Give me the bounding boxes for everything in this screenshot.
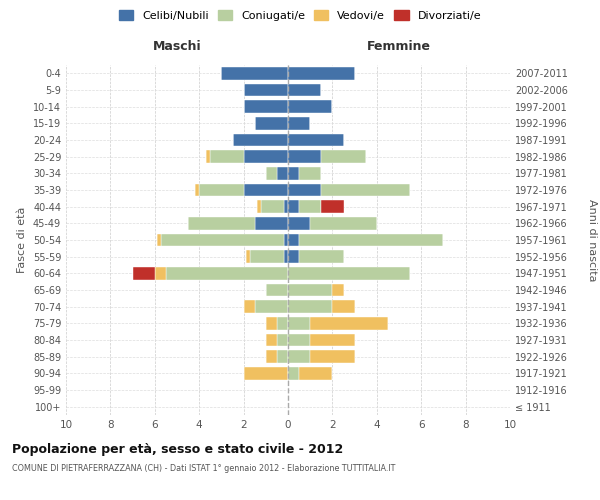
Bar	[266, 317, 277, 330]
Bar	[288, 84, 322, 96]
Bar	[288, 217, 310, 230]
Bar	[155, 267, 166, 280]
Bar	[262, 200, 284, 213]
Bar	[310, 350, 355, 363]
Bar	[188, 217, 254, 230]
Bar	[277, 350, 288, 363]
Bar	[266, 284, 288, 296]
Bar	[310, 334, 355, 346]
Text: Femmine: Femmine	[367, 40, 431, 52]
Bar	[299, 234, 443, 246]
Bar	[332, 300, 355, 313]
Text: Popolazione per età, sesso e stato civile - 2012: Popolazione per età, sesso e stato civil…	[12, 442, 343, 456]
Bar	[288, 100, 332, 113]
Bar	[250, 250, 284, 263]
Bar	[266, 334, 277, 346]
Bar	[244, 84, 288, 96]
Bar	[221, 67, 288, 80]
Bar	[277, 334, 288, 346]
Bar	[310, 217, 377, 230]
Bar	[322, 200, 343, 213]
Bar	[288, 167, 299, 179]
Bar	[288, 250, 299, 263]
Bar	[288, 367, 299, 380]
Bar	[299, 250, 343, 263]
Bar	[288, 350, 310, 363]
Bar	[288, 200, 299, 213]
Bar	[310, 317, 388, 330]
Bar	[206, 150, 210, 163]
Bar	[322, 184, 410, 196]
Bar	[244, 300, 254, 313]
Bar	[288, 150, 322, 163]
Bar	[254, 300, 288, 313]
Bar	[288, 67, 355, 80]
Bar	[288, 184, 322, 196]
Bar	[133, 267, 155, 280]
Bar	[244, 367, 288, 380]
Bar	[246, 250, 250, 263]
Bar	[195, 184, 199, 196]
Y-axis label: Fasce di età: Fasce di età	[17, 207, 27, 273]
Bar	[299, 167, 322, 179]
Bar	[288, 234, 299, 246]
Bar	[288, 117, 310, 130]
Bar	[166, 267, 288, 280]
Bar	[257, 200, 262, 213]
Bar	[284, 200, 288, 213]
Bar	[277, 317, 288, 330]
Bar	[161, 234, 284, 246]
Bar	[284, 250, 288, 263]
Bar	[277, 167, 288, 179]
Bar	[210, 150, 244, 163]
Bar	[244, 150, 288, 163]
Bar	[157, 234, 161, 246]
Bar	[233, 134, 288, 146]
Bar	[299, 200, 322, 213]
Bar	[244, 184, 288, 196]
Bar	[288, 267, 410, 280]
Bar	[288, 134, 343, 146]
Y-axis label: Anni di nascita: Anni di nascita	[587, 198, 597, 281]
Bar	[332, 284, 343, 296]
Bar	[199, 184, 244, 196]
Text: Maschi: Maschi	[152, 40, 202, 52]
Bar	[299, 367, 332, 380]
Bar	[284, 234, 288, 246]
Bar	[254, 217, 288, 230]
Bar	[244, 100, 288, 113]
Bar	[266, 167, 277, 179]
Bar	[254, 117, 288, 130]
Legend: Celibi/Nubili, Coniugati/e, Vedovi/e, Divorziati/e: Celibi/Nubili, Coniugati/e, Vedovi/e, Di…	[115, 6, 485, 25]
Bar	[288, 284, 332, 296]
Bar	[288, 300, 332, 313]
Bar	[288, 334, 310, 346]
Bar	[322, 150, 366, 163]
Bar	[266, 350, 277, 363]
Text: COMUNE DI PIETRAFERRAZZANA (CH) - Dati ISTAT 1° gennaio 2012 - Elaborazione TUTT: COMUNE DI PIETRAFERRAZZANA (CH) - Dati I…	[12, 464, 395, 473]
Bar	[288, 317, 310, 330]
